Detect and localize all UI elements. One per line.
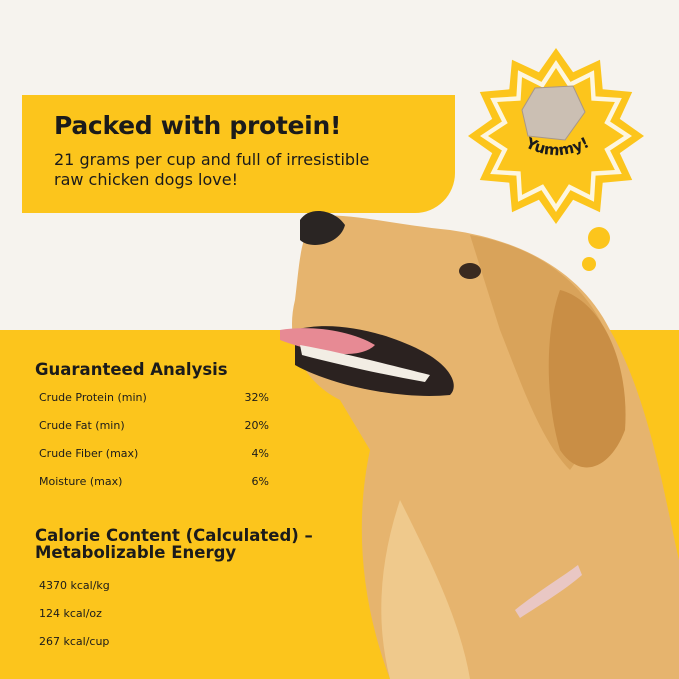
row-label: Crude Fat (min) [39,419,125,432]
row-label: Crude Protein (min) [39,391,147,404]
analysis-row: Moisture (max) 6% [35,475,269,503]
calorie-content: Calorie Content (Calculated) – Metaboliz… [35,527,325,663]
dog-nose [300,210,345,245]
calorie-item: 4370 kcal/kg [39,579,110,592]
starburst-badge: Yummy! [468,48,644,224]
headline-banner: Packed with protein! 21 grams per cup an… [22,95,455,213]
collar [515,565,582,618]
row-value: 32% [244,391,269,404]
kibble-treat [521,85,586,141]
calorie-item: 267 kcal/cup [39,635,110,648]
analysis-row: Crude Fat (min) 20% [35,419,269,447]
analysis-row: Crude Protein (min) 32% [35,391,269,419]
headline: Packed with protein! [54,111,342,140]
thought-bubble [582,257,596,271]
row-value: 20% [244,419,269,432]
calorie-item: 124 kcal/oz [39,607,102,620]
analysis-row: Crude Fiber (max) 4% [35,447,269,475]
row-label: Crude Fiber (max) [39,447,139,460]
row-value: 4% [251,447,269,460]
thought-bubble [588,227,610,249]
dog-eye [459,263,481,279]
guaranteed-analysis: Guaranteed Analysis Crude Protein (min) 3… [35,360,269,503]
golden-retriever [280,210,679,679]
subheadline: 21 grams per cup and full of irresistibl… [54,150,370,189]
row-label: Moisture (max) [39,475,123,488]
row-value: 6% [251,475,269,488]
analysis-title: Guaranteed Analysis [35,360,228,379]
calorie-title: Calorie Content (Calculated) – Metaboliz… [35,526,313,562]
